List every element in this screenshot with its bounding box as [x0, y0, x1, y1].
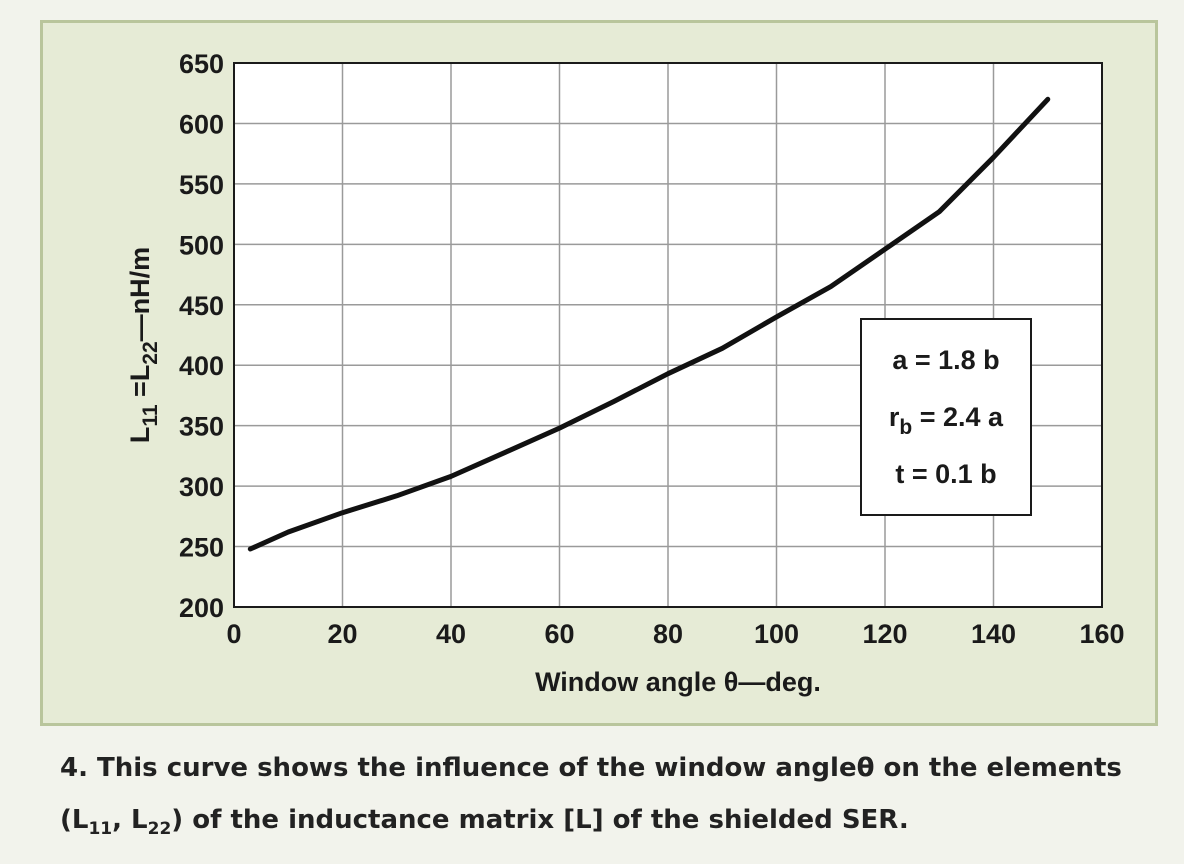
- y-tick-label: 300: [179, 472, 224, 502]
- x-tick-label: 60: [544, 619, 574, 649]
- x-tick-label: 100: [754, 619, 799, 649]
- x-tick-label: 140: [971, 619, 1016, 649]
- x-tick-label: 20: [327, 619, 357, 649]
- parameter-line: rb = 2.4 a: [889, 402, 1004, 439]
- y-tick-label: 400: [179, 351, 224, 381]
- inductance-chart: 0 20 40 60 80 100 120 140 160 200 250 300 350 400 450 5…: [125, 49, 1125, 697]
- figure-panel: 0 20 40 60 80 100 120 140 160 200 250 300 350 400 450 5…: [40, 20, 1158, 726]
- y-tick-label: 200: [179, 593, 224, 623]
- y-axis-label: L11 =L22—nH/m: [125, 247, 162, 443]
- x-tick-label: 160: [1079, 619, 1124, 649]
- inductance-curve: [247, 96, 1051, 552]
- parameter-line: t = 0.1 b: [895, 459, 996, 489]
- x-tick-label: 40: [436, 619, 466, 649]
- y-tick-label: 350: [179, 412, 224, 442]
- y-tick-label: 450: [179, 291, 224, 321]
- y-tick-label: 500: [179, 230, 224, 260]
- caption-line-1: 4. This curve shows the influence of the…: [60, 753, 1122, 783]
- y-tick-label: 250: [179, 533, 224, 563]
- plot-frame: [233, 62, 1103, 608]
- y-tick-label: 550: [179, 170, 224, 200]
- y-tick-label: 650: [179, 49, 224, 79]
- parameter-box: [860, 318, 1032, 516]
- figure-caption: 4. This curve shows the influence of the…: [60, 742, 1170, 855]
- x-tick-label: 80: [653, 619, 683, 649]
- x-tick-label: 120: [862, 619, 907, 649]
- y-tick-label: 600: [179, 109, 224, 139]
- x-axis-label: Window angle θ—deg.: [535, 667, 821, 697]
- parameter-line: a = 1.8 b: [892, 345, 999, 375]
- x-tick-label: 0: [226, 619, 241, 649]
- caption-line-2: (L11, L22) of the inductance matrix [L] …: [60, 805, 909, 840]
